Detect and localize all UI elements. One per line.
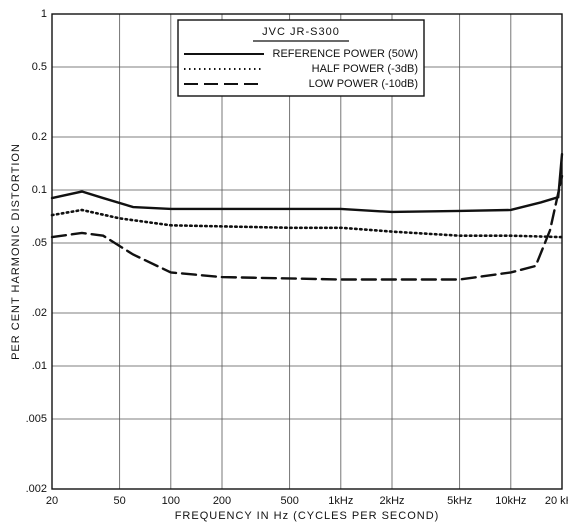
y-tick-label: 0.5: [32, 61, 47, 73]
x-tick-label: 2kHz: [379, 495, 404, 507]
x-tick-label: 20: [46, 495, 58, 507]
y-tick-label: .02: [32, 307, 47, 319]
y-tick-label: 1: [41, 8, 47, 20]
legend-label: LOW POWER (-10dB): [309, 78, 418, 90]
y-tick-label: 0.2: [32, 131, 47, 143]
x-tick-label: 20 kHz: [545, 495, 568, 507]
y-axis-label: PER CENT HARMONIC DISTORTION: [10, 143, 22, 360]
y-tick-label: .005: [26, 413, 47, 425]
x-tick-label: 5kHz: [447, 495, 472, 507]
x-tick-label: 50: [114, 495, 126, 507]
y-tick-label: .01: [32, 360, 47, 372]
data-line: [50, 152, 564, 214]
legend-box: [177, 19, 425, 97]
x-tick-label: 100: [162, 495, 180, 507]
y-tick-label: .05: [32, 237, 47, 249]
x-tick-label: 10kHz: [495, 495, 526, 507]
x-tick-label: 200: [213, 495, 231, 507]
y-tick-label: 0.1: [32, 184, 47, 196]
y-tick-label: .002: [26, 483, 47, 495]
legend-title: JVC JR-S300: [262, 26, 340, 38]
x-axis-label: FREQUENCY IN Hz (CYCLES PER SECOND): [175, 510, 440, 522]
data-line: [50, 208, 564, 239]
x-tick-label: 500: [280, 495, 298, 507]
legend-label: REFERENCE POWER (50W): [273, 48, 418, 60]
legend-label: HALF POWER (-3dB): [312, 63, 418, 75]
data-line: [50, 174, 564, 281]
plot-frame: [51, 13, 563, 490]
x-tick-label: 1kHz: [328, 495, 353, 507]
